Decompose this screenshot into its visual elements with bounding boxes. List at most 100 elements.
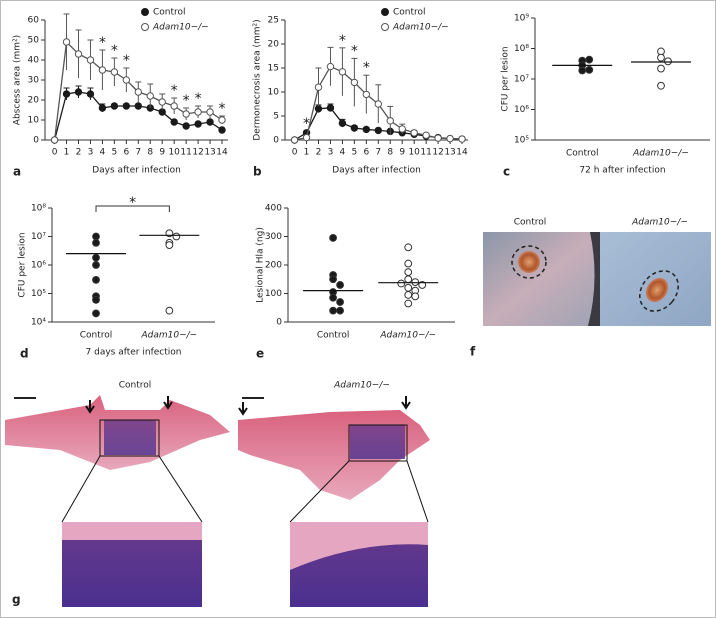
x-tick-label: 1 bbox=[64, 148, 70, 158]
marker bbox=[170, 118, 178, 126]
data-point bbox=[329, 306, 337, 315]
data-point bbox=[404, 275, 413, 284]
x-tick-label: 14 bbox=[456, 148, 468, 158]
y-tick-label: 5 bbox=[273, 112, 279, 122]
x-tick-label: 2 bbox=[316, 148, 322, 158]
y-tick-label: 10⁵ bbox=[514, 136, 529, 146]
x-axis-title: Days after infection bbox=[92, 166, 181, 176]
significance-bracket bbox=[95, 205, 170, 212]
y-tick-label: 20 bbox=[268, 40, 280, 50]
lesion-outline bbox=[511, 245, 547, 279]
marker bbox=[182, 110, 190, 118]
data-point bbox=[578, 66, 587, 75]
data-point bbox=[329, 275, 337, 284]
marker bbox=[182, 122, 190, 130]
arrow bbox=[401, 396, 411, 410]
zoom-line bbox=[289, 460, 350, 523]
legend-label: Adam10−/− bbox=[152, 23, 209, 33]
marker bbox=[206, 118, 214, 126]
x-tick-label: 4 bbox=[100, 148, 106, 158]
legend-label: Control bbox=[153, 8, 186, 18]
y-axis-title: Lesional Hla (ng) bbox=[256, 227, 266, 303]
x-tick-label: 7 bbox=[375, 148, 381, 158]
y-tick-label: 50 bbox=[28, 36, 40, 46]
significance-mark: * bbox=[351, 43, 358, 59]
photo-panel: Control Adam10−/− f bbox=[470, 218, 711, 359]
significance-mark: * bbox=[171, 83, 178, 99]
lesion bbox=[518, 251, 540, 273]
marker bbox=[110, 68, 119, 76]
marker bbox=[362, 90, 371, 99]
marker bbox=[398, 125, 406, 133]
zoom-line bbox=[406, 460, 429, 523]
legend-marker bbox=[141, 23, 149, 31]
x-tick-label: 10 bbox=[408, 148, 420, 158]
x-tick-label: 3 bbox=[328, 148, 334, 158]
marker bbox=[110, 102, 119, 110]
x-tick-label: 8 bbox=[147, 148, 153, 158]
photo-knockout bbox=[598, 232, 711, 326]
marker bbox=[98, 66, 107, 74]
y-tick-label: 0 bbox=[33, 136, 39, 146]
marker bbox=[206, 108, 214, 116]
significance-mark: * bbox=[183, 93, 190, 109]
data-point bbox=[165, 306, 174, 315]
significance-mark: * bbox=[303, 116, 310, 132]
data-point bbox=[397, 279, 406, 288]
significance-mark: * bbox=[339, 33, 346, 49]
y-axis-title: Abscess area (mm²) bbox=[13, 35, 23, 125]
marker bbox=[62, 90, 71, 98]
y-tick-label: 200 bbox=[265, 261, 282, 271]
data-point bbox=[336, 306, 344, 315]
marker bbox=[50, 136, 59, 144]
marker bbox=[86, 56, 95, 64]
x-tick-label: 4 bbox=[340, 148, 346, 158]
y-tick-label: 10 bbox=[28, 116, 40, 126]
data-point bbox=[92, 261, 100, 269]
x-tick-label: 14 bbox=[216, 148, 228, 158]
panel-letter: d bbox=[20, 347, 29, 361]
legend-label: Control bbox=[393, 8, 426, 18]
y-tick-label: 20 bbox=[28, 96, 40, 106]
x-tick-label: 0 bbox=[52, 148, 58, 158]
x-tick-label: Adam10−/− bbox=[141, 331, 198, 341]
marker bbox=[86, 90, 95, 98]
marker bbox=[122, 76, 131, 84]
inset-dermis bbox=[62, 522, 202, 540]
y-tick-label: 10⁷ bbox=[514, 75, 529, 85]
x-tick-label: 3 bbox=[88, 148, 94, 158]
marker bbox=[314, 83, 323, 91]
marker bbox=[74, 50, 83, 58]
marker bbox=[362, 125, 371, 134]
marker bbox=[446, 134, 454, 143]
significance-mark: * bbox=[195, 91, 202, 107]
marker bbox=[194, 108, 202, 116]
x-tick-label: 6 bbox=[363, 148, 369, 158]
y-tick-label: 10⁴ bbox=[31, 318, 46, 328]
y-tick-label: 10⁸ bbox=[31, 204, 46, 214]
lesion bbox=[645, 277, 669, 303]
zoom-box bbox=[348, 424, 408, 462]
zoom-line bbox=[61, 455, 101, 523]
data-point bbox=[404, 299, 413, 308]
data-point bbox=[657, 53, 665, 62]
significance-mark: * bbox=[99, 35, 106, 51]
marker bbox=[290, 136, 299, 144]
legend-marker bbox=[141, 8, 149, 16]
lesion-outline bbox=[639, 270, 679, 312]
marker bbox=[374, 100, 382, 108]
data-point bbox=[404, 259, 413, 268]
histology-caption: Adam10−/− bbox=[333, 381, 390, 391]
marker bbox=[62, 38, 71, 46]
marker bbox=[410, 129, 418, 137]
photo-gap bbox=[588, 232, 600, 326]
photo-control bbox=[483, 232, 598, 326]
histology-panel: Control Adam10−/− g bbox=[5, 381, 430, 607]
x-tick-label: 13 bbox=[444, 148, 455, 158]
y-axis-title: CFU per lesion bbox=[18, 232, 28, 297]
significance-mark: * bbox=[123, 53, 130, 69]
marker bbox=[350, 78, 359, 87]
marker bbox=[146, 92, 154, 100]
y-tick-label: 40 bbox=[28, 56, 40, 66]
